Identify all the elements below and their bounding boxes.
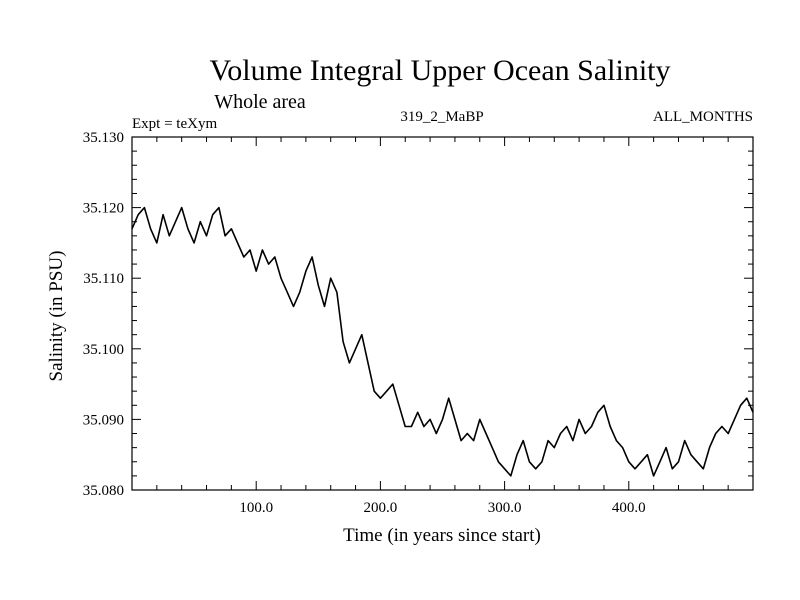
series-layer <box>131 206 754 477</box>
y-tick-label: 35.110 <box>83 271 124 287</box>
y-axis-ticks: 35.080 35.090 35.100 35.110 35.120 35.130 <box>83 130 753 499</box>
y-tick-label: 35.080 <box>83 483 124 499</box>
y-tick-label: 35.130 <box>83 130 124 146</box>
x-tick-label: 200.0 <box>364 500 398 516</box>
x-tick-label: 400.0 <box>612 500 646 516</box>
x-tick-label: 100.0 <box>239 500 273 516</box>
chart-subtitle: Whole area <box>214 91 306 113</box>
x-tick-label: 300.0 <box>488 500 522 516</box>
plot-frame <box>131 136 754 491</box>
experiment-label: Expt = teXym <box>132 116 217 132</box>
x-axis-ticks: 100.0 200.0 300.0 400.0 <box>156 137 729 516</box>
y-axis-label: Salinity (in PSU) <box>46 251 67 382</box>
y-tick-label: 35.090 <box>83 412 124 428</box>
months-label: ALL_MONTHS <box>653 109 753 125</box>
y-tick-label: 35.100 <box>83 342 124 358</box>
y-tick-label: 35.120 <box>83 201 124 217</box>
run-label: 319_2_MaBP <box>400 109 483 125</box>
salinity-series-line <box>131 206 754 477</box>
x-axis-label: Time (in years since start) <box>343 525 541 546</box>
chart-title: Volume Integral Upper Ocean Salinity <box>210 54 671 87</box>
